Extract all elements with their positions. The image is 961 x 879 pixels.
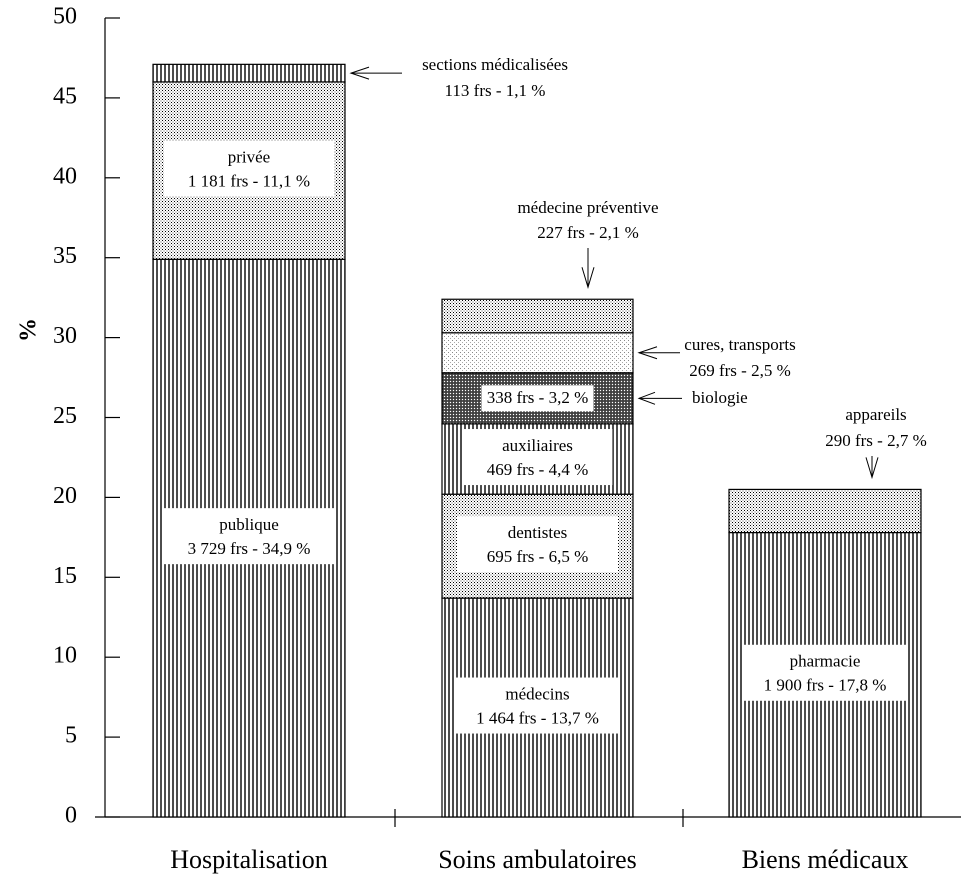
x-category-label: Hospitalisation [170, 845, 327, 874]
segment-label-box [455, 677, 620, 734]
annotation-value-label: 113 frs - 1,1 % [445, 81, 546, 100]
segment-label-box [164, 140, 334, 197]
bar-segment-medecine-preventive [441, 298, 634, 334]
y-tick-label: 0 [65, 803, 77, 829]
y-tick-label: 45 [53, 83, 77, 109]
y-tick-label: 50 [53, 4, 77, 30]
y-tick-label: 20 [53, 483, 77, 509]
arrow-head [349, 66, 370, 80]
annotation-value-label: 227 frs - 2,1 % [537, 223, 639, 242]
annotations: sections médicalisées 113 frs - 1,1 % biol… [349, 55, 927, 480]
segment-label-box [742, 644, 908, 701]
y-tick-label: 25 [53, 403, 77, 429]
x-category-label: Soins ambulatoires [438, 845, 637, 874]
arrow-head [637, 346, 658, 360]
bar-segment-sections-medicalisees [152, 63, 346, 83]
annotation-name-label: biologie [692, 388, 748, 407]
segment-value-label: 1 900 frs - 17,8 % [764, 676, 887, 695]
annotation-name-label: médecine préventive [517, 198, 658, 217]
arrow-head [637, 391, 656, 405]
y-tick-label: 30 [53, 323, 77, 349]
annotation-name-label: cures, transports [684, 335, 795, 354]
annotation-name-label: sections médicalisées [422, 55, 568, 74]
segment-name-label: publique [219, 515, 279, 534]
annotation-value-label: 269 frs - 2,5 % [689, 361, 791, 380]
segment-name-label: pharmacie [790, 652, 861, 671]
segment-value-label: 469 frs - 4,4 % [487, 460, 589, 479]
x-ticks: Hospitalisation Soins ambulatoires Biens m… [170, 809, 908, 874]
bar-segment-appareils [728, 488, 922, 534]
segment-value-label: 1 181 frs - 11,1 % [188, 172, 310, 191]
segment-value-label: 695 frs - 6,5 % [487, 547, 589, 566]
bar-segment-cures-transports [441, 332, 634, 374]
segment-label-box [164, 508, 334, 565]
arrow-head [865, 457, 879, 480]
segment-value-label: 338 frs - 3,2 % [487, 388, 589, 407]
segment-name-label: privée [228, 148, 270, 167]
segment-name-label: dentistes [508, 523, 568, 542]
y-tick-label: 40 [53, 163, 77, 189]
y-tick-label: 10 [53, 643, 77, 669]
y-tick-label: 15 [53, 563, 77, 589]
segment-label-box [462, 429, 613, 486]
y-ticks: 0 5 10 15 20 25 30 35 40 45 50 [53, 4, 120, 829]
annotation-value-label: 290 frs - 2,7 % [825, 431, 927, 450]
segment-name-label: auxiliaires [502, 436, 573, 455]
segment-label-box [457, 516, 618, 573]
segment-value-label: 3 729 frs - 34,9 % [188, 539, 311, 558]
y-tick-label: 5 [65, 723, 77, 749]
annotation-name-label: appareils [845, 405, 906, 424]
segment-label-box [481, 385, 594, 412]
arrow-head [581, 267, 595, 289]
y-axis-title: % [16, 318, 42, 342]
segment-value-label: 1 464 frs - 13,7 % [476, 708, 599, 727]
segment-name-label: médecins [505, 684, 569, 703]
y-tick-label: 35 [53, 243, 77, 269]
segment-labels: publique 3 729 frs - 34,9 % privée 1 181 fr… [164, 140, 908, 734]
x-category-label: Biens médicaux [742, 845, 909, 874]
